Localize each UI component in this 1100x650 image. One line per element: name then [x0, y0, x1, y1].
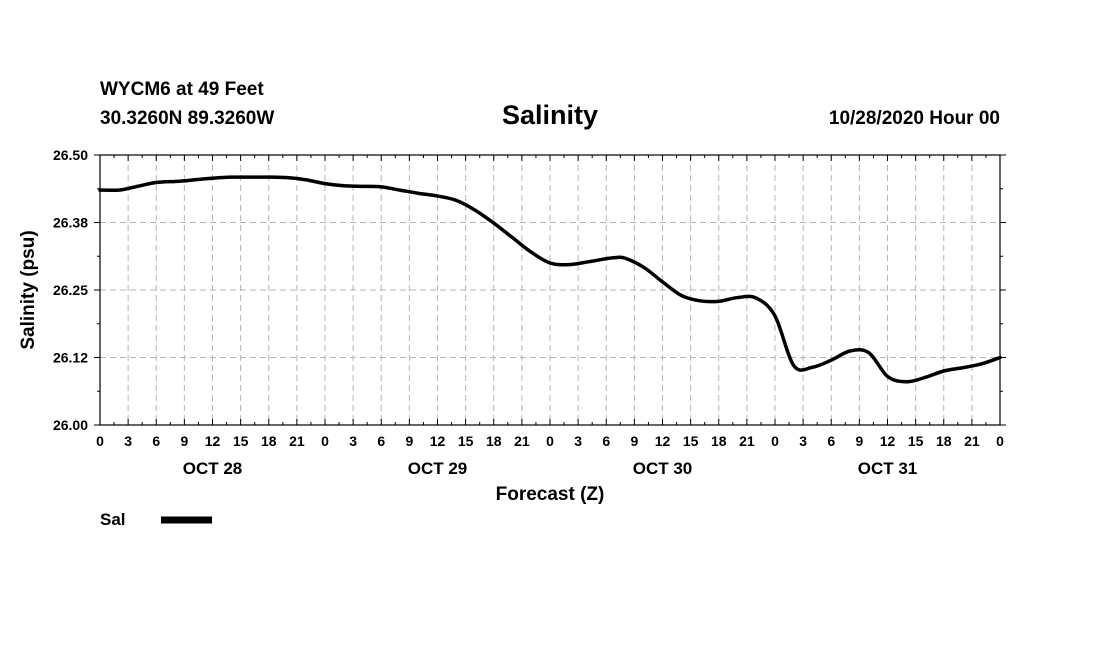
- x-tick-label: 18: [486, 433, 502, 449]
- x-tick-label: 12: [655, 433, 671, 449]
- x-tick-label: 9: [630, 433, 638, 449]
- day-label: OCT 31: [858, 459, 918, 478]
- x-tick-label: 12: [205, 433, 221, 449]
- x-tick-label: 12: [430, 433, 446, 449]
- x-tick-label: 21: [514, 433, 530, 449]
- y-tick-label: 26.25: [53, 282, 88, 298]
- y-tick-label: 26.00: [53, 417, 88, 433]
- salinity-series-line: [98, 175, 1002, 384]
- x-tick-label: 0: [996, 433, 1004, 449]
- x-tick-label: 0: [546, 433, 554, 449]
- x-tick-label: 3: [124, 433, 132, 449]
- x-tick-label: 21: [964, 433, 980, 449]
- y-tick-label: 26.38: [53, 215, 88, 231]
- x-tick-label: 15: [683, 433, 699, 449]
- x-tick-label: 9: [405, 433, 413, 449]
- x-tick-label: 3: [799, 433, 807, 449]
- x-tick-label: 6: [827, 433, 835, 449]
- x-tick-label: 6: [152, 433, 160, 449]
- y-axis-tick-labels: 26.50 26.38 26.25 26.12 26.00: [53, 147, 88, 433]
- x-tick-label: 15: [233, 433, 249, 449]
- plot-frame: [99, 154, 1001, 426]
- day-label: OCT 28: [183, 459, 243, 478]
- x-tick-label: 9: [180, 433, 188, 449]
- x-tick-label: 0: [771, 433, 779, 449]
- x-tick-label: 0: [321, 433, 329, 449]
- x-tick-label: 21: [289, 433, 305, 449]
- x-tick-label: 6: [377, 433, 385, 449]
- x-tick-label: 15: [458, 433, 474, 449]
- x-tick-label: 18: [711, 433, 727, 449]
- chart-title: Salinity: [502, 100, 598, 130]
- x-tick-label: 3: [574, 433, 582, 449]
- day-label: OCT 29: [408, 459, 468, 478]
- day-label: OCT 30: [633, 459, 693, 478]
- x-axis-title: Forecast (Z): [496, 484, 605, 505]
- x-axis-tick-labels: 0 3 6 9 12 15 18 21 0 3 6 9 12 15 18 21 0 3 6 9 12 15 18 21 0 3 6 9…: [96, 433, 1004, 449]
- x-tick-label: 18: [261, 433, 277, 449]
- y-tick-label: 26.12: [53, 350, 88, 366]
- x-tick-label: 9: [855, 433, 863, 449]
- x-tick-label: 6: [602, 433, 610, 449]
- x-tick-label: 21: [739, 433, 755, 449]
- grid: [100, 155, 1000, 425]
- x-tick-label: 18: [936, 433, 952, 449]
- x-tick-label: 12: [880, 433, 896, 449]
- x-tick-label: 15: [908, 433, 924, 449]
- legend-label: Sal: [100, 510, 126, 529]
- station-label: WYCM6 at 49 Feet: [100, 79, 264, 100]
- coordinates-label: 30.3260N 89.3260W: [100, 108, 274, 129]
- y-axis-title: Salinity (psu): [18, 230, 39, 349]
- forecast-datetime: 10/28/2020 Hour 00: [829, 108, 1000, 129]
- day-labels: OCT 28 OCT 29 OCT 30 OCT 31: [183, 459, 918, 478]
- y-tick-label: 26.50: [53, 147, 88, 163]
- x-tick-label: 3: [349, 433, 357, 449]
- x-tick-label: 0: [96, 433, 104, 449]
